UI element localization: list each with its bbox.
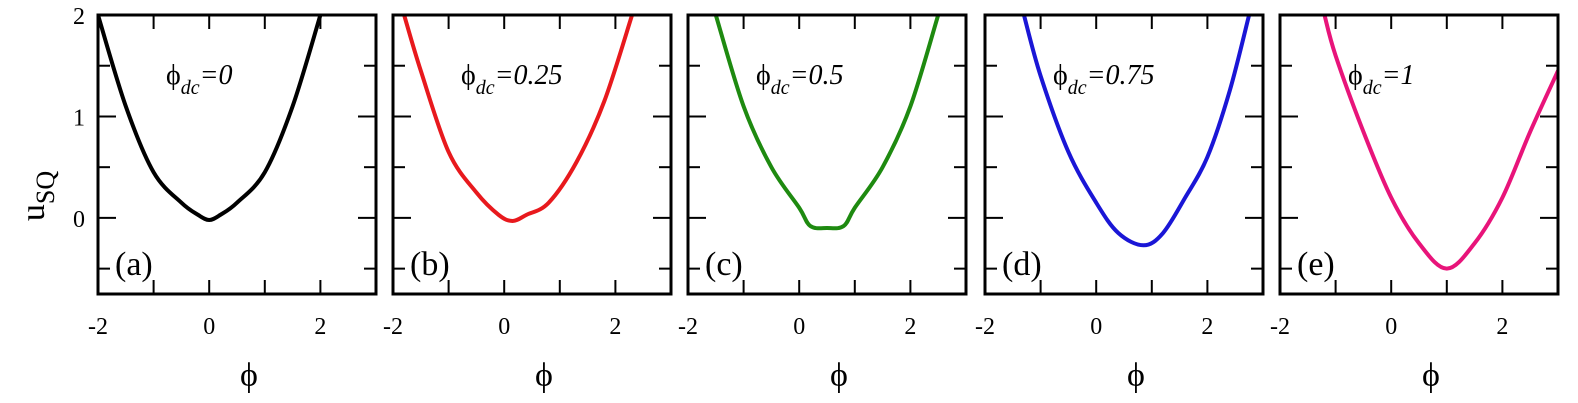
x-tick-label: 0 [793, 314, 805, 340]
annotation-symbol: ϕ [756, 60, 771, 91]
panel-3: -2 0 2ϕ(c)ϕdc=0.5 [678, 13, 968, 394]
panel-label: (b) [410, 246, 450, 283]
plot-frame [983, 13, 1265, 296]
phi-dc-annotation: ϕdc=0.5 [756, 60, 844, 99]
x-tick-label: 0 [498, 314, 510, 340]
x-tick-label: 2 [904, 314, 916, 340]
plot-frame [96, 13, 378, 296]
plot-frame [1278, 13, 1560, 296]
x-tick-label: 2 [609, 314, 621, 340]
annotation-subscript: dc [476, 77, 495, 99]
phi-dc-annotation: ϕdc=0.25 [461, 60, 563, 99]
panel-5: -2 0 2ϕ(e)ϕdc=1 [1270, 13, 1560, 394]
annotation-symbol: ϕ [461, 60, 476, 91]
annotation-subscript: dc [771, 77, 790, 99]
annotation-subscript: dc [1363, 77, 1382, 99]
x-tick-label: -2 [88, 314, 108, 340]
annotation-value: =0 [200, 60, 233, 91]
y-axis-label-base: u [15, 204, 52, 221]
series-line-3-1 [713, 15, 941, 231]
annotation-value: =0.25 [495, 60, 563, 91]
annotation-subscript: dc [181, 77, 200, 99]
series-line-4-1 [1021, 15, 1252, 248]
series-line-5-1 [1322, 15, 1558, 271]
x-tick-label: -2 [975, 314, 995, 340]
x-tick-label: 2 [1496, 314, 1508, 340]
y-tick-label: 0 [73, 207, 85, 233]
x-tick-label: 0 [1385, 314, 1397, 340]
phi-dc-annotation: ϕdc=0.75 [1053, 60, 1155, 99]
plot-frame [391, 13, 673, 296]
panel-4: -2 0 2ϕ(d)ϕdc=0.75 [975, 13, 1265, 394]
panel-2: -2 0 2ϕ(b)ϕdc=0.25 [383, 13, 673, 394]
annotation-value: =1 [1382, 60, 1415, 91]
annotation-subscript: dc [1068, 77, 1087, 99]
annotation-value: =0.75 [1087, 60, 1155, 91]
x-axis-label: ϕ [535, 357, 553, 394]
panel-label: (a) [115, 246, 153, 283]
x-tick-label: 2 [1201, 314, 1213, 340]
annotation-symbol: ϕ [166, 60, 181, 91]
x-tick-label: -2 [1270, 314, 1290, 340]
y-tick-label: 2 [73, 4, 85, 30]
series-line-2-1 [402, 15, 635, 223]
x-axis-label: ϕ [1127, 357, 1145, 394]
annotation-symbol: ϕ [1348, 60, 1363, 91]
x-tick-label: -2 [678, 314, 698, 340]
series-line-1-1 [98, 15, 323, 222]
x-axis-label: ϕ [240, 357, 258, 394]
annotation-symbol: ϕ [1053, 60, 1068, 91]
y-axis-label-subscript: SQ [31, 171, 60, 204]
panel-label: (e) [1297, 246, 1335, 283]
annotation-value: =0.5 [790, 60, 844, 91]
x-tick-label: 0 [1090, 314, 1102, 340]
phi-dc-annotation: ϕdc=0 [166, 60, 233, 99]
phi-dc-annotation: ϕdc=1 [1348, 60, 1415, 99]
x-axis-label: ϕ [830, 357, 848, 394]
plot-frame [686, 13, 968, 296]
x-axis-label: ϕ [1422, 357, 1440, 394]
x-tick-label: 0 [203, 314, 215, 340]
x-tick-label: 2 [314, 314, 326, 340]
panel-label: (c) [705, 246, 743, 283]
y-tick-label: 1 [73, 105, 85, 131]
x-tick-label: -2 [383, 314, 403, 340]
panel-label: (d) [1002, 246, 1042, 283]
y-axis-label: uSQ [15, 171, 60, 221]
